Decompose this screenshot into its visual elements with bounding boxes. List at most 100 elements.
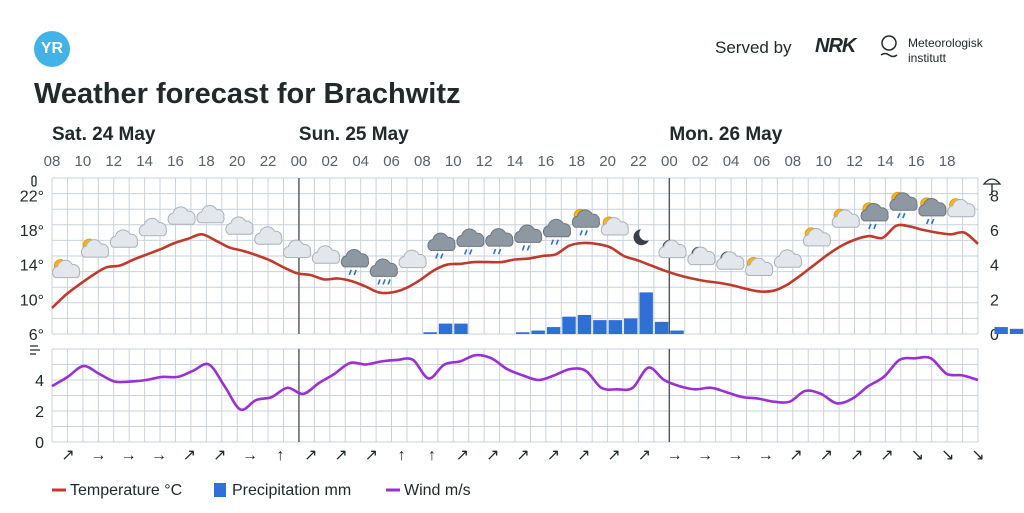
cloud-heavy-rain-icon [369, 258, 398, 285]
temp-tick-label: 6° [29, 327, 44, 344]
hour-label: 04 [723, 153, 740, 170]
hour-label: 18 [939, 153, 956, 170]
cloudy-icon [773, 249, 803, 268]
sunny-cloud-icon [831, 208, 860, 228]
wind-arrow: → [697, 447, 713, 464]
cloud-shape [918, 197, 947, 217]
precip-bar [608, 320, 623, 334]
cloud-shape [860, 202, 889, 222]
wind-arrow: ↗ [61, 447, 74, 464]
precip-bar [624, 318, 638, 334]
day-label: Sat. 24 May [52, 124, 156, 145]
hour-label: 14 [877, 153, 894, 170]
hour-label: 18 [198, 153, 215, 170]
cloud-rain-icon [514, 224, 543, 251]
cloud-shape [398, 249, 427, 269]
sun-cloud-icon [745, 257, 774, 276]
hour-label: 10 [815, 153, 832, 170]
temperature-line [51, 223, 979, 309]
wind-arrow: ↑ [398, 447, 406, 464]
hour-label: 12 [105, 153, 122, 170]
wind-arrow: ↗ [850, 447, 863, 464]
wind-arrow: ↗ [638, 447, 651, 464]
day-label: Mon. 26 May [669, 124, 782, 145]
forecast-chart: Sat. 24 May Sun. 25 May Mon. 26 May 0 8 10 12 1… [20, 124, 1024, 499]
sun-cloud-icon [600, 216, 629, 236]
cloud-shape [485, 228, 514, 247]
weather-icons [52, 191, 976, 285]
hour-label: 16 [538, 153, 555, 170]
precip-bars [423, 292, 1024, 334]
hour-label: 16 [167, 153, 184, 170]
cloudy-icon [398, 249, 427, 269]
cloud-shape [80, 239, 110, 258]
hour-label: 00 [661, 153, 678, 170]
cloud-shape [52, 259, 81, 279]
sun-cloud-rain-icon [860, 202, 889, 230]
hour-label: 02 [692, 153, 709, 170]
cloud-shape [109, 229, 139, 248]
precip-tick-label: 0 [990, 327, 999, 344]
rain-drop [873, 223, 877, 230]
cloud-shape [167, 206, 196, 225]
wind-arrow: ↗ [334, 447, 347, 464]
cloud-shape [138, 217, 167, 237]
hour-label: 18 [568, 153, 585, 170]
moon-cloud-icon [716, 251, 745, 270]
hour-label: 06 [383, 153, 400, 170]
hour-label: 20 [599, 153, 616, 170]
cloud-shape [716, 251, 745, 270]
precip-bar [438, 323, 453, 334]
cloud-shape [369, 258, 398, 277]
sun-cloud-rain-icon [889, 191, 918, 219]
cloud-shape [254, 226, 283, 245]
precip-bar [577, 314, 592, 334]
temp-tick-label: 10° [20, 292, 44, 309]
precip-bar [562, 316, 576, 334]
precip-bar [454, 323, 468, 334]
cloud-rain-icon [456, 228, 485, 255]
cloud-shape [542, 218, 572, 238]
hour-label: 00 [291, 153, 308, 170]
met-institute-logo[interactable]: Meteorologisk institutt [908, 36, 983, 66]
hour-label: 06 [754, 153, 771, 170]
hour-label: 22 [260, 153, 277, 170]
rain-drop [584, 230, 588, 236]
wind-arrow: ↘ [941, 447, 954, 464]
rain-drop [902, 212, 906, 219]
yr-logo[interactable]: YR [34, 31, 70, 67]
partly-sunny-icon [80, 238, 110, 258]
wind-tick-label: 0 [35, 435, 44, 452]
hour-label: 10 [75, 153, 92, 170]
cloud-shape [427, 232, 456, 251]
day-label: Sun. 25 May [299, 124, 409, 145]
rain-drop [930, 218, 935, 225]
wind-arrow: → [242, 447, 258, 464]
cloud-shape [773, 249, 803, 268]
cloud-shape [340, 248, 370, 268]
rain-drop [492, 248, 497, 255]
cloud-shape [802, 227, 832, 247]
hour-label: 22 [630, 153, 647, 170]
cloud-rain-icon [485, 228, 514, 255]
wind-arrow: → [727, 447, 743, 464]
moon-cloud-icon [658, 239, 687, 259]
cloud-shape [947, 198, 976, 218]
precip-tick-label: 6 [990, 223, 999, 240]
rain-drop [468, 249, 473, 255]
cloud-shape [456, 228, 485, 247]
precip-bar [639, 292, 653, 334]
nrk-logo[interactable]: NRK [815, 35, 856, 57]
precip-tick-label: 8 [990, 188, 999, 205]
cloud-shape [687, 246, 716, 266]
precip-bar [546, 327, 561, 334]
served-by-label: Served by [715, 38, 792, 57]
thermometer-icon [31, 175, 37, 187]
wind-arrow: ↑ [428, 447, 436, 464]
legend-swatch [214, 483, 226, 497]
hour-label: 10 [445, 153, 462, 170]
wind-arrow: ↘ [971, 447, 984, 464]
precip-bar [670, 330, 684, 334]
wind-arrow: ↗ [516, 447, 529, 464]
hour-label: 14 [136, 153, 153, 170]
